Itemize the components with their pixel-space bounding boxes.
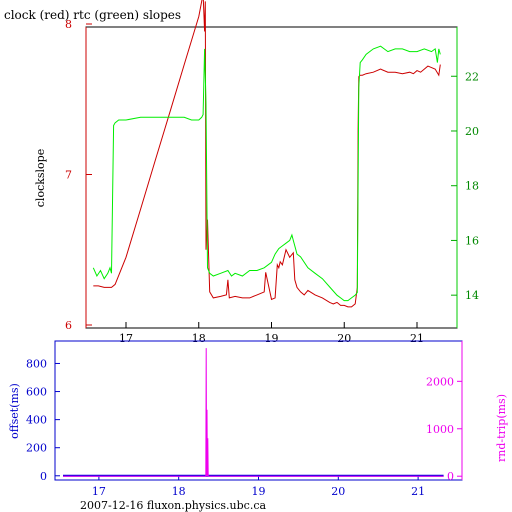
bottom-y-tick-label: 0 bbox=[40, 470, 47, 483]
bottom-y2-tick-label: 2000 bbox=[426, 375, 454, 388]
top-y2-tick-label: 20 bbox=[465, 125, 479, 138]
top-y-tick-label: 6 bbox=[65, 319, 72, 332]
bottom-x-tick-label: 17 bbox=[92, 485, 106, 498]
bottom-y-tick-label: 200 bbox=[26, 442, 47, 455]
footer-text: 2007-12-16 fluxon.physics.ubc.ca bbox=[80, 499, 266, 512]
top-axis-ticks: 17 18 19 20 21 6 7 8 14 16 18 20 22 bbox=[65, 18, 479, 345]
chart-title: clock (red) rtc (green) slopes bbox=[4, 8, 181, 22]
bottom-y-tick-label: 400 bbox=[26, 414, 47, 427]
top-x-tick-label: 19 bbox=[265, 332, 279, 345]
bottom-y-tick-label: 800 bbox=[26, 357, 47, 370]
bottom-x-tick-label: 20 bbox=[331, 485, 345, 498]
bottom-y2-tick-label: 1000 bbox=[426, 423, 454, 436]
top-x-tick-label: 21 bbox=[410, 332, 424, 345]
rtc-series-line bbox=[92, 45, 441, 302]
top-series-group bbox=[92, 0, 441, 308]
top-y-axis-label: clockslope bbox=[34, 149, 47, 207]
bottom-x-tick-label: 19 bbox=[252, 485, 266, 498]
bottom-axis-ticks: 17 18 19 20 21 0 200 400 600 800 0 1000 2000 bbox=[26, 357, 462, 498]
bottom-y-tick-label: 600 bbox=[26, 386, 47, 399]
top-y2-tick-label: 14 bbox=[465, 289, 479, 302]
bottom-series-group bbox=[63, 348, 444, 477]
top-x-tick-label: 20 bbox=[337, 332, 351, 345]
bottom-plot-frame bbox=[54, 340, 463, 481]
top-y-tick-label: 8 bbox=[65, 18, 72, 31]
bottom-y-axis-label: offset(ms) bbox=[8, 383, 21, 439]
bottom-y2-tick-label: 0 bbox=[447, 470, 454, 483]
top-x-tick-label: 17 bbox=[119, 332, 133, 345]
top-y2-tick-label: 16 bbox=[465, 234, 479, 247]
bottom-x-tick-label: 18 bbox=[172, 485, 186, 498]
top-y2-tick-label: 22 bbox=[465, 70, 479, 83]
rnd-trip-series-line bbox=[63, 348, 444, 477]
top-x-tick-label: 18 bbox=[192, 332, 206, 345]
top-plot-frame bbox=[85, 26, 458, 329]
bottom-y2-axis-label: rnd-trip(ms) bbox=[495, 394, 508, 462]
top-y2-tick-label: 18 bbox=[465, 180, 479, 193]
bottom-x-tick-label: 21 bbox=[411, 485, 425, 498]
top-y-tick-label: 7 bbox=[65, 168, 72, 181]
clock-series-line bbox=[93, 0, 441, 308]
